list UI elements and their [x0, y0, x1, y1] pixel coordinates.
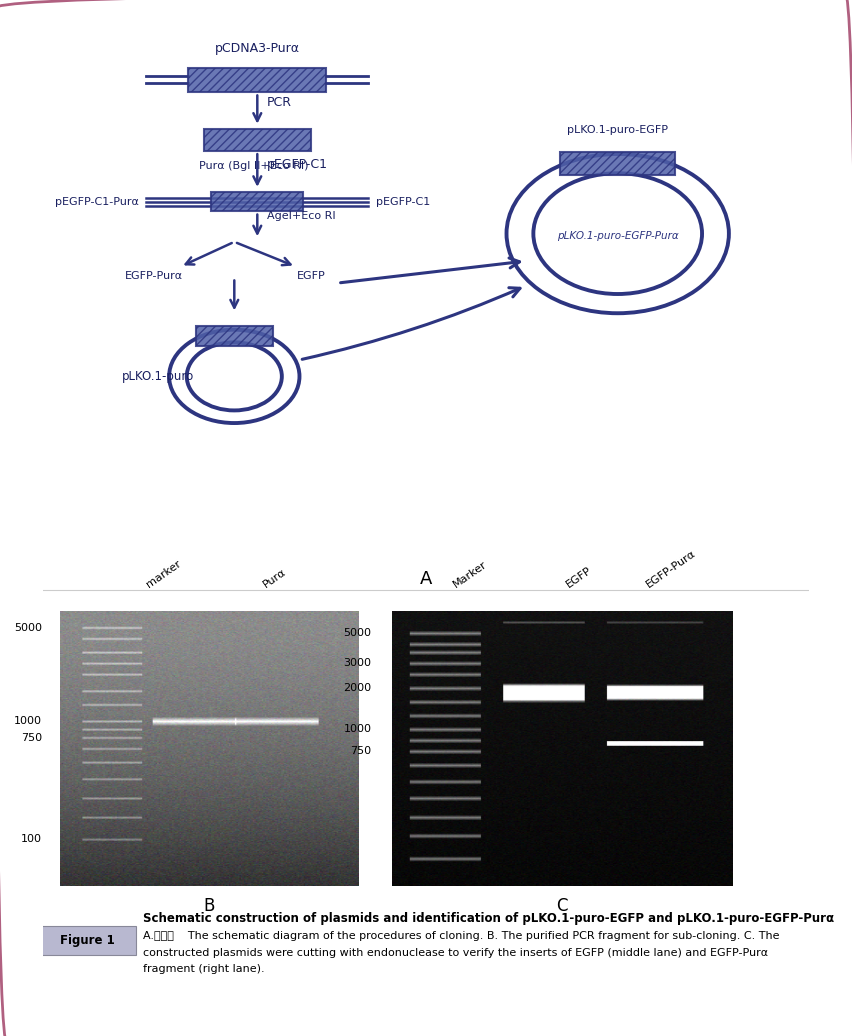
- Text: 750: 750: [20, 732, 42, 743]
- Text: EGFP: EGFP: [565, 565, 594, 589]
- Text: pEGFP-C1: pEGFP-C1: [267, 159, 327, 172]
- Text: A.			    The schematic diagram of the procedures of cloning. B. The purified PCR: A. The schematic diagram of the procedur…: [143, 931, 780, 941]
- Text: 5000: 5000: [14, 623, 42, 633]
- Text: 5000: 5000: [343, 628, 371, 638]
- Text: 100: 100: [20, 834, 42, 844]
- Text: pLKO.1-puro: pLKO.1-puro: [122, 370, 193, 383]
- Text: 2000: 2000: [343, 683, 371, 693]
- FancyBboxPatch shape: [188, 67, 326, 92]
- Text: pEGFP-C1-Purα: pEGFP-C1-Purα: [55, 197, 139, 207]
- Text: Purα (Bgl II+Eco RI): Purα (Bgl II+Eco RI): [199, 162, 308, 171]
- Text: pEGFP-C1: pEGFP-C1: [377, 197, 430, 207]
- Text: pLKO.1-puro-EGFP: pLKO.1-puro-EGFP: [567, 124, 668, 135]
- Text: 3000: 3000: [343, 659, 371, 668]
- Text: EGFP-Purα: EGFP-Purα: [645, 548, 698, 589]
- Text: EGFP: EGFP: [296, 271, 325, 281]
- Text: Marker: Marker: [452, 558, 489, 589]
- Text: Figure 1: Figure 1: [60, 933, 115, 947]
- Text: fragment (right lane).: fragment (right lane).: [143, 965, 265, 974]
- Text: 1000: 1000: [14, 716, 42, 726]
- Text: C: C: [556, 897, 568, 915]
- Text: 750: 750: [350, 746, 371, 756]
- FancyBboxPatch shape: [39, 926, 135, 955]
- Text: constructed plasmids were cutting with endonuclease to verify the inserts of EGF: constructed plasmids were cutting with e…: [143, 948, 768, 957]
- Text: Purα: Purα: [261, 567, 288, 589]
- FancyBboxPatch shape: [204, 130, 311, 151]
- Text: B: B: [203, 897, 215, 915]
- FancyBboxPatch shape: [211, 192, 303, 211]
- Text: pLKO.1-puro-EGFP-Purα: pLKO.1-puro-EGFP-Purα: [557, 231, 678, 241]
- Text: pCDNA3-Purα: pCDNA3-Purα: [215, 42, 300, 55]
- FancyBboxPatch shape: [561, 152, 676, 175]
- Text: AgeI+Eco RI: AgeI+Eco RI: [267, 211, 335, 221]
- Text: marker: marker: [145, 558, 183, 589]
- Text: PCR: PCR: [267, 96, 291, 110]
- Text: A: A: [420, 570, 432, 587]
- Text: 1000: 1000: [343, 724, 371, 735]
- FancyBboxPatch shape: [196, 325, 273, 346]
- Text: Schematic construction of plasmids and identification of pLKO.1-puro-EGFP and pL: Schematic construction of plasmids and i…: [143, 912, 834, 925]
- Text: EGFP-Purα: EGFP-Purα: [124, 271, 183, 281]
